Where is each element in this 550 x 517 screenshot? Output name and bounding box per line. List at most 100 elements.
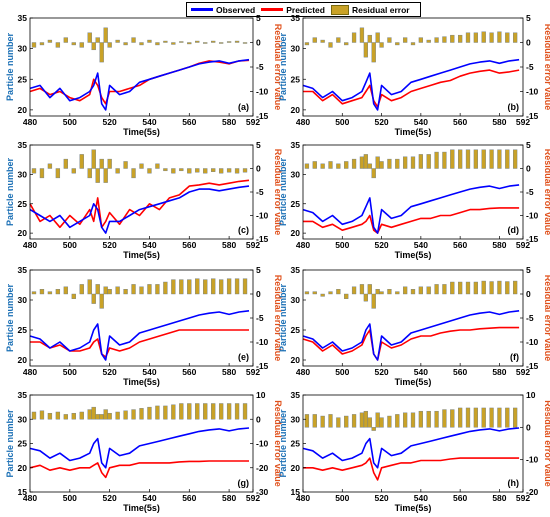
y-right-tick-label: -10 — [256, 211, 269, 221]
x-tick-label: 592 — [516, 367, 530, 377]
residual-bar — [203, 279, 208, 295]
x-tick-label: 480 — [23, 367, 37, 377]
residual-bar — [473, 281, 478, 295]
panel-label: (d) — [508, 225, 520, 235]
y-right-axis-title: Residual error value — [273, 275, 283, 362]
y-right-tick-label: -15 — [526, 111, 539, 121]
residual-bar — [63, 286, 68, 295]
residual-bar — [410, 42, 416, 46]
residual-bar — [123, 410, 128, 420]
residual-bar — [115, 39, 120, 43]
residual-bar — [379, 161, 384, 169]
residual-bar — [387, 289, 392, 295]
residual-bar — [367, 284, 372, 295]
y-right-tick-label: 5 — [526, 140, 531, 150]
panel-label: (g) — [238, 478, 250, 488]
residual-bar — [481, 280, 486, 295]
residual-bar — [147, 284, 152, 295]
residual-bar — [195, 168, 200, 173]
y-left-axis-title: Particle number — [278, 283, 288, 352]
legend-residual-swatch — [330, 4, 349, 15]
residual-bar — [418, 154, 423, 169]
residual-bar — [115, 411, 120, 420]
observed-line — [29, 58, 250, 111]
residual-bar — [371, 168, 376, 179]
x-tick-label: 500 — [335, 117, 349, 127]
residual-bar — [179, 41, 184, 43]
residual-bar — [131, 37, 136, 43]
observed-line — [302, 310, 520, 361]
x-tick-label: 500 — [63, 117, 77, 127]
x-tick-label: 480 — [23, 493, 37, 503]
x-tick-label: 592 — [516, 117, 530, 127]
predicted-line — [303, 69, 520, 108]
y-left-tick-label: 35 — [18, 390, 28, 400]
y-left-tick-label: 35 — [291, 13, 301, 23]
y-right-tick-label: -5 — [256, 187, 264, 197]
residual-bar — [95, 284, 100, 295]
y-right-axis-title: Residual error value — [543, 275, 550, 362]
y-right-axis-title: Residual error value — [273, 24, 283, 111]
x-tick-label: 540 — [142, 240, 156, 250]
predicted-line — [302, 326, 520, 361]
y-left-tick-label: 35 — [291, 265, 301, 275]
residual-bar — [39, 410, 45, 420]
y-right-tick-label: 0 — [526, 422, 531, 432]
residual-bar — [375, 412, 380, 428]
chart-panel-d: 480 500 520 540 560 580 592 20 25 30 35 5 0 -5 -10 -15 (… — [278, 140, 550, 260]
residual-bar — [99, 293, 104, 309]
x-tick-label: 580 — [492, 493, 506, 503]
y-right-tick-label: -10 — [256, 439, 269, 449]
y-left-tick-label: 30 — [18, 414, 28, 424]
residual-bar — [103, 27, 108, 43]
legend-predicted: Predicted — [261, 5, 325, 15]
x-tick-label: 520 — [374, 367, 388, 377]
residual-bar — [91, 149, 96, 169]
residual-bar — [171, 42, 176, 45]
x-axis-title: Time(5s) — [395, 377, 432, 387]
y-left-tick-label: 25 — [291, 325, 301, 335]
y-right-tick-label: 10 — [256, 390, 266, 400]
x-tick-label: 520 — [374, 117, 388, 127]
x-axis-title: Time(5s) — [123, 127, 160, 137]
chart-panel-f: 480 500 520 540 560 580 592 20 25 30 35 5 0 -5 -10 -15 (… — [278, 265, 550, 387]
y-right-tick-label: -5 — [526, 62, 534, 72]
y-left-axis-title: Particle number — [5, 32, 15, 101]
predicted-line — [303, 457, 520, 481]
x-axis-title: Time(5s) — [395, 250, 432, 260]
residual-bar — [371, 293, 376, 309]
x-tick-label: 560 — [453, 117, 467, 127]
residual-bar — [123, 289, 128, 295]
residual-bar — [505, 281, 510, 295]
residual-bar — [442, 151, 447, 169]
x-tick-label: 500 — [63, 240, 77, 250]
x-tick-label: 540 — [414, 493, 428, 503]
y-right-tick-label: -30 — [256, 487, 269, 497]
residual-bar — [39, 289, 45, 295]
residual-bar — [91, 406, 96, 420]
residual-bar — [465, 281, 471, 295]
residual-bar — [211, 278, 216, 295]
residual-bar — [473, 149, 478, 169]
predicted-line — [29, 59, 250, 105]
residual-bar — [147, 39, 152, 43]
panel-label: (e) — [238, 352, 249, 362]
residual-bar — [387, 415, 392, 428]
residual-bar — [312, 291, 317, 295]
residual-bar — [403, 286, 408, 295]
chart-panel-h: 480 500 520 540 560 580 592 15 20 25 30 35 10 0 -10 -20… — [278, 390, 550, 513]
observed-line — [302, 184, 520, 234]
y-left-tick-label: 30 — [18, 295, 28, 305]
residual-bar — [79, 154, 84, 169]
residual-bar — [489, 407, 494, 428]
residual-bar — [107, 158, 112, 169]
residual-bar — [103, 168, 108, 183]
residual-bar — [434, 151, 439, 169]
panel-label: (b) — [508, 102, 520, 112]
y-right-tick-label: -15 — [256, 234, 269, 244]
observed-line — [29, 427, 250, 469]
y-right-tick-label: 0 — [256, 164, 261, 174]
residual-bar — [47, 291, 53, 295]
residual-bar — [87, 279, 92, 295]
residual-bar — [304, 163, 310, 169]
